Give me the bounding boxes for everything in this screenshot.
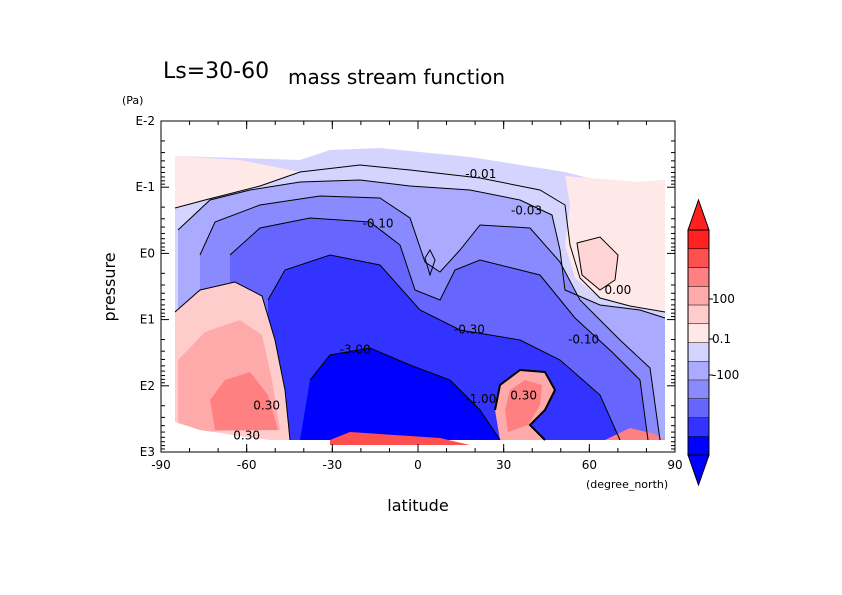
contour-label: -0.01 [465,167,496,181]
contour-label: -0.03 [511,203,542,217]
contour-label: -0.30 [454,323,485,337]
colorbar-swatch [688,323,709,343]
contour-fill-pos-bottom-right [605,428,665,440]
contour-fill-light-pink-top [175,156,300,208]
contour-fill-pos-south-3 [210,372,278,430]
colorbar-swatch [688,361,709,381]
contour-label: 0.30 [510,389,537,403]
colorbar-swatch [688,267,709,287]
contour-fill-pos-north-2 [505,380,542,432]
colorbar-swatch [688,305,709,325]
y-axis-unit: (Pa) [122,94,143,107]
x-tick-label: 0 [414,458,422,472]
contour-label: 0.30 [233,428,260,442]
contour-line-5 [267,254,621,441]
y-tick-label: E1 [140,313,155,327]
contour-line-right-pink [576,236,619,291]
x-tick-label: -90 [151,458,171,472]
colorbar-bottom-arrow [687,454,710,487]
x-tick-label: -60 [237,458,257,472]
contour-label: -1.00 [465,392,496,406]
colorbar-swatch [688,417,709,437]
y-tick-label: E0 [140,246,155,260]
x-tick-label: 90 [667,458,682,472]
chart-title: mass stream function [288,65,505,89]
contour-label: 0.30 [253,399,280,413]
contour-labels: -0.01 -0.03 -0.10 0.00 -0.30 -0.10 -3.00 -1.00 0… [233,167,631,442]
y-tick-label: E2 [140,379,155,393]
contour-line-zero-mid [424,248,436,277]
contour-line-2 [177,179,666,319]
contour-fill-blue-5 [300,348,500,440]
contour-fill-pos-bottom [330,432,470,445]
contour-fill-pink-right-core [577,237,618,290]
contour-line-4 [229,217,649,441]
colorbar: 100 0.1 -100 [687,198,739,487]
x-tick-label: 30 [496,458,511,472]
plot-area [160,120,676,453]
y-tick-label: E-2 [135,114,155,128]
contour-line-pos-south [174,281,291,441]
contour-label: -0.10 [568,332,599,346]
colorbar-tick-label: -100 [712,368,739,382]
y-axis: E-2 E-1 E0 E1 E2 E3 [135,114,675,459]
contour-line-1 [174,164,666,313]
contour-line-6 [309,347,501,441]
colorbar-swatch [688,398,709,418]
colorbar-swatch [688,230,709,250]
x-axis-label: latitude [387,496,448,515]
colorbar-swatch [688,342,709,362]
colorbar-swatch [688,436,709,456]
x-tick-label: -30 [323,458,343,472]
y-axis-label: pressure [100,252,119,321]
topography-mask [161,420,330,452]
colorbar-swatch [688,380,709,400]
colorbar-tick-label: 100 [712,292,735,306]
y-tick-label: E-1 [135,180,155,194]
y-tick-label: E3 [140,445,155,459]
contour-label: 0.00 [605,283,632,297]
colorbar-top-arrow [687,198,710,231]
contour-label: -3.00 [340,342,371,356]
contour-line-3 [199,195,661,441]
contour-line-pos-north [494,368,557,441]
chart-title-prefix: Ls=30-60 [163,59,269,84]
colorbar-swatch [688,248,709,268]
x-axis-unit: (degree_north) [586,478,668,491]
colorbar-tick-label: 0.1 [712,332,731,346]
x-axis: -90 -60 -30 0 30 60 90 [151,121,683,472]
contour-label: -0.10 [362,217,393,231]
x-tick-label: 60 [582,458,597,472]
colorbar-swatch [688,286,709,306]
